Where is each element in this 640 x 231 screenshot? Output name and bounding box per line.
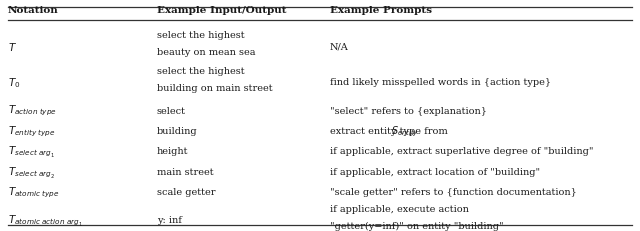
Text: "select" refers to {explanation}: "select" refers to {explanation} [330,106,486,115]
Text: $T_{\mathit{entity\ type}}$: $T_{\mathit{entity\ type}}$ [8,124,55,138]
Text: find likely misspelled words in {action type}: find likely misspelled words in {action … [330,78,551,87]
Text: y: inf: y: inf [157,216,182,225]
Text: if applicable, extract location of "building": if applicable, extract location of "buil… [330,167,540,176]
Text: scale getter: scale getter [157,188,215,196]
Text: Example Input/Output: Example Input/Output [157,6,286,15]
Text: "scale getter" refers to {function documentation}: "scale getter" refers to {function docum… [330,188,577,196]
Text: Example Prompts: Example Prompts [330,6,431,15]
Text: main street: main street [157,167,213,176]
Text: $T_{\mathit{select\ arg_2}}$: $T_{\mathit{select\ arg_2}}$ [8,164,55,179]
Text: $T$: $T$ [8,41,17,53]
Text: N/A: N/A [330,42,348,51]
Text: if applicable, execute action: if applicable, execute action [330,204,468,213]
Text: select the highest: select the highest [157,67,244,76]
Text: Notation: Notation [8,6,58,15]
Text: extract entity type from: extract entity type from [330,127,451,135]
Text: building: building [157,127,197,135]
Text: $T_{\mathit{atomic\ type}}$: $T_{\mathit{atomic\ type}}$ [8,185,59,199]
Text: beauty on mean sea: beauty on mean sea [157,48,255,56]
Text: height: height [157,147,188,156]
Text: if applicable, extract superlative degree of "building": if applicable, extract superlative degre… [330,147,593,156]
Text: $T_{\mathit{action\ type}}$: $T_{\mathit{action\ type}}$ [8,103,56,118]
Text: $T_{\mathit{atomic\ action\ arg_1}}$: $T_{\mathit{atomic\ action\ arg_1}}$ [8,213,83,228]
Text: select the highest: select the highest [157,31,244,40]
Text: "getter(y=inf)" on entity "building": "getter(y=inf)" on entity "building" [330,221,503,230]
Text: $T_0$: $T_0$ [8,76,20,89]
Text: $S_{\mathit{entity}}$: $S_{\mathit{entity}}$ [391,124,419,138]
Text: building on main street: building on main street [157,83,273,92]
Text: $T_{\mathit{select\ arg_1}}$: $T_{\mathit{select\ arg_1}}$ [8,144,55,159]
Text: select: select [157,106,186,115]
